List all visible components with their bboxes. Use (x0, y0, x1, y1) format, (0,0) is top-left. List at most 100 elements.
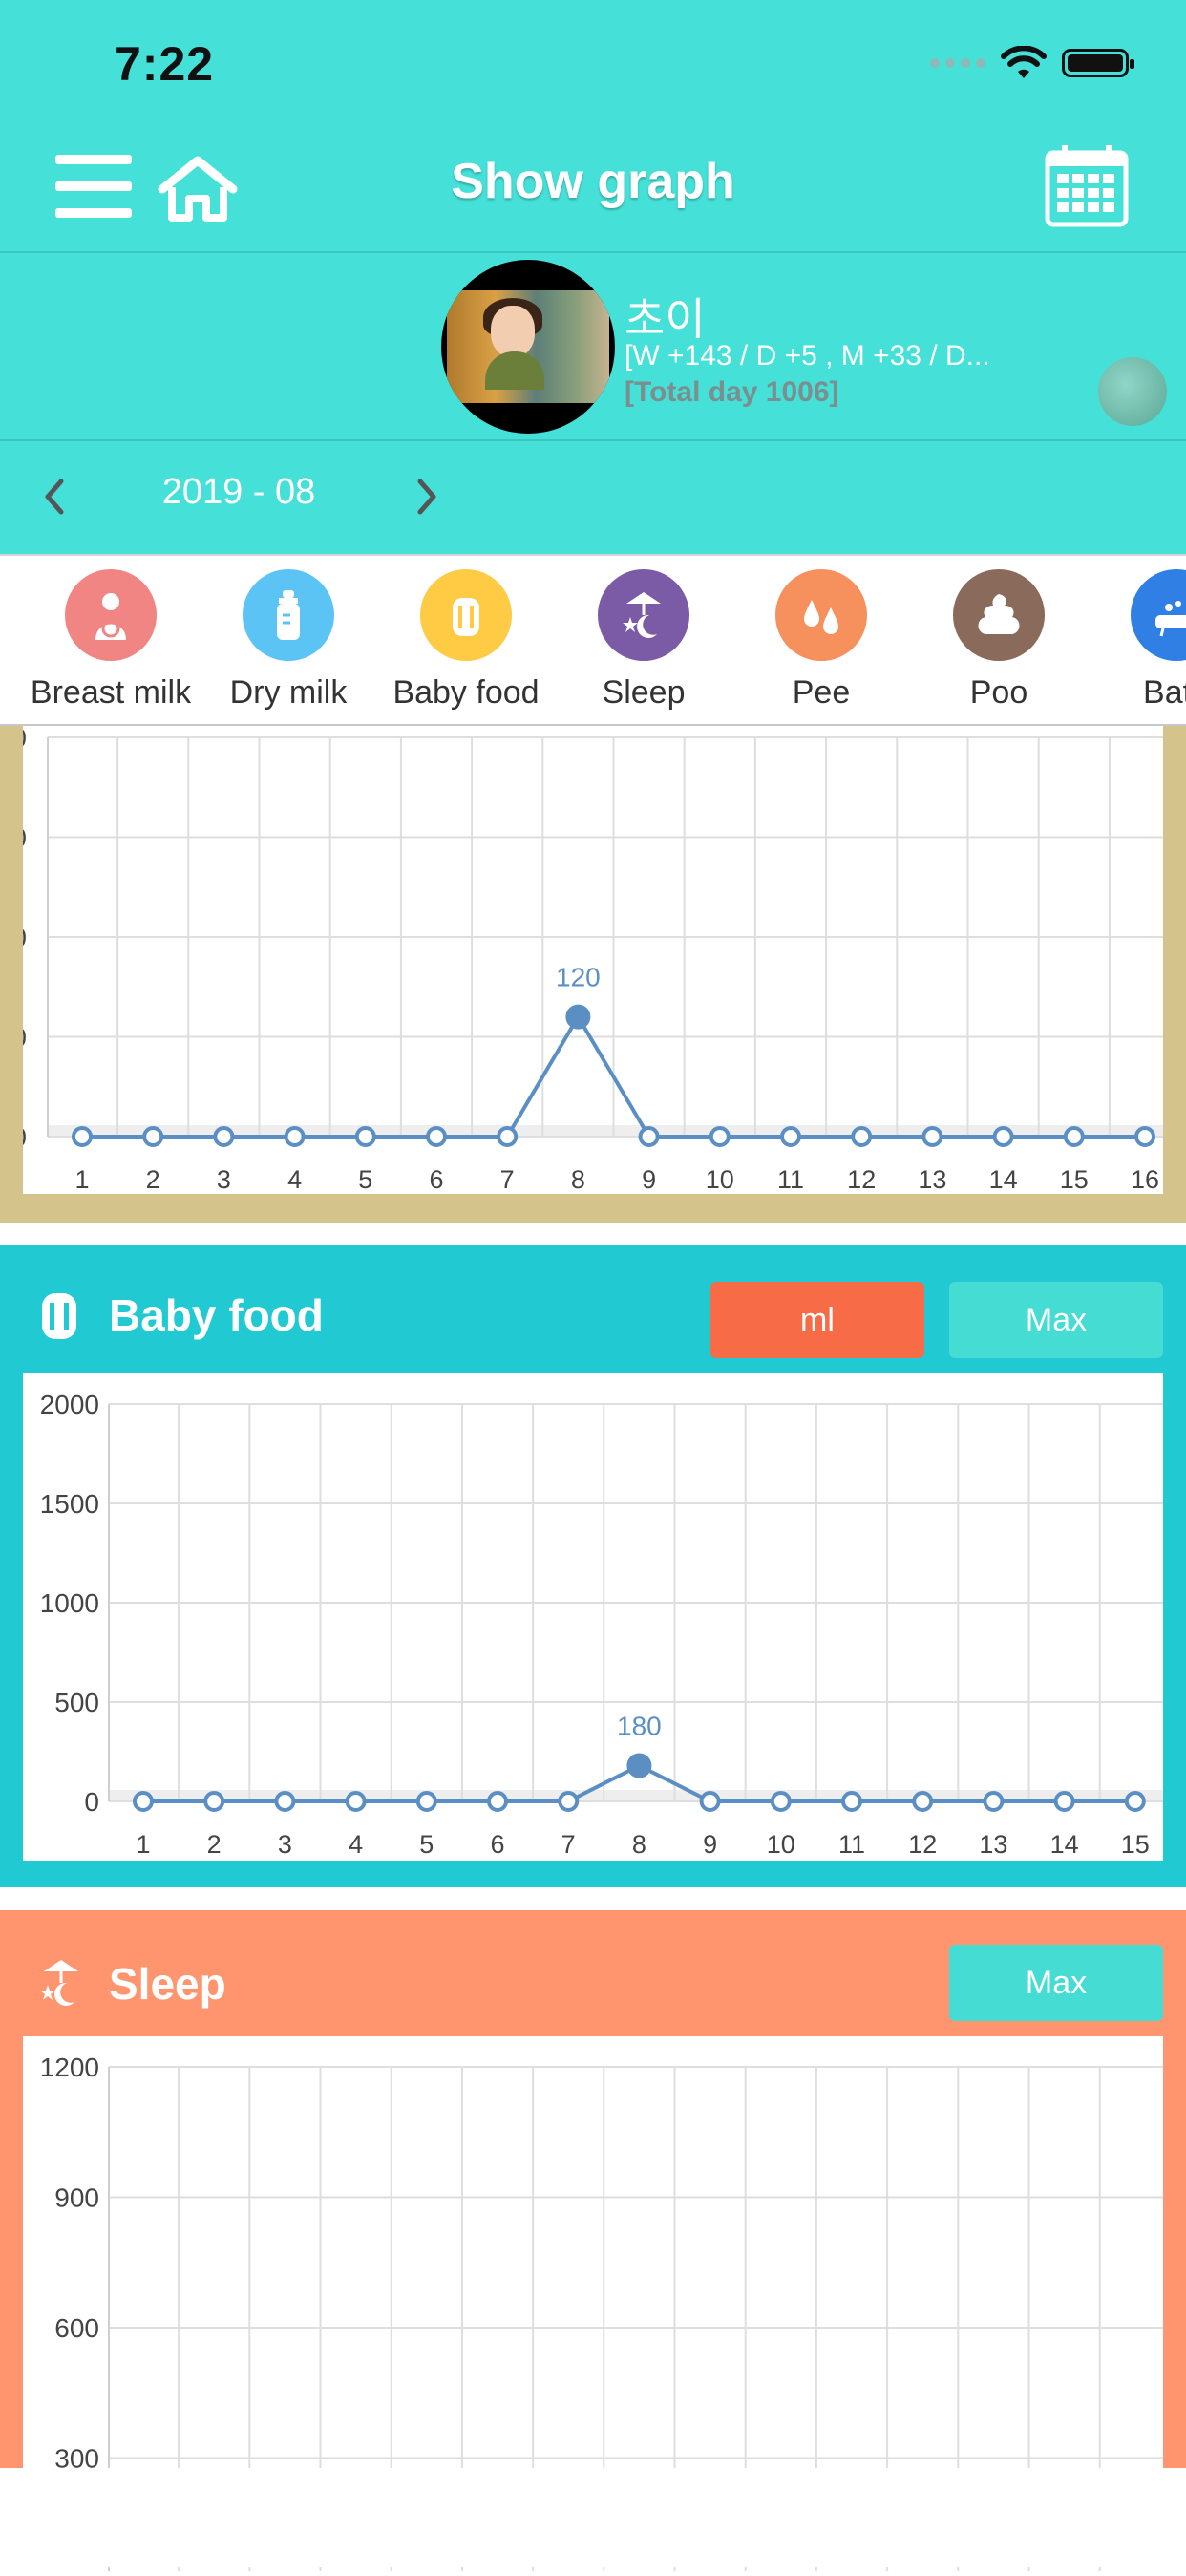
x-tick-label: 2 (207, 1830, 222, 1859)
data-point (133, 1791, 154, 1812)
x-tick-label: 9 (642, 1165, 656, 1194)
y-tick-label: 1500 (40, 1489, 99, 1519)
baby-food-section-icon (42, 1293, 76, 1339)
data-point (709, 1126, 731, 1147)
y-tick-label-clipped: 0 (23, 1122, 27, 1152)
data-point (626, 1753, 652, 1778)
x-tick-label: 15 (1121, 1830, 1150, 1859)
sleep-max-button[interactable]: Max (949, 1945, 1163, 2021)
data-point (497, 1126, 519, 1147)
baby-food-icon (420, 569, 512, 661)
data-point (284, 1126, 306, 1147)
x-tick-label: 6 (490, 1830, 504, 1859)
x-tick-label: 5 (358, 1165, 372, 1194)
x-tick-label: 6 (429, 1165, 443, 1194)
x-tick-label: 13 (918, 1165, 946, 1194)
baby-food-chart: 2000 1500 1000 500 0 180 1 2 3 4 5 6 7 8 9 10 11 12 13 14 15 (23, 1373, 1163, 1861)
data-point (354, 1126, 376, 1147)
baby-food-max-button[interactable]: Max (949, 1282, 1163, 1358)
bathtub-icon (1131, 569, 1186, 661)
page-title: Show graph (451, 154, 735, 209)
x-tick-label: 10 (767, 1830, 795, 1859)
data-point (213, 1126, 235, 1147)
x-tick-label: 7 (500, 1165, 515, 1194)
sleep-mobile-icon (598, 569, 689, 661)
data-label: 180 (617, 1712, 662, 1741)
y-tick-label-clipped: 0 (23, 823, 27, 853)
chevron-right-icon[interactable] (414, 476, 439, 518)
series-line (82, 1014, 1145, 1139)
y-tick-label: 0 (84, 1787, 99, 1817)
data-point (426, 1126, 447, 1147)
data-point (72, 1126, 93, 1147)
data-point (203, 1791, 225, 1812)
data-point (770, 1791, 792, 1812)
x-tick-label: 14 (1050, 1830, 1079, 1859)
y-tick-label: 600 (54, 2313, 99, 2343)
drops-icon (775, 569, 867, 661)
baby-food-title: Baby food (109, 1290, 324, 1340)
y-tick-label: 2000 (40, 1390, 99, 1419)
x-tick-label: 13 (979, 1830, 1007, 1859)
data-point (274, 1791, 296, 1812)
x-tick-label: 8 (571, 1165, 585, 1194)
menu-icon[interactable] (55, 155, 132, 218)
x-tick-label: 2 (146, 1165, 160, 1194)
x-tick-label: 11 (838, 1830, 865, 1859)
calendar-icon[interactable] (1045, 145, 1129, 227)
category-poo[interactable]: Poo (913, 569, 1085, 712)
category-strip: Breast milk Dry milk Baby food Sleep Pee… (0, 554, 1186, 726)
profile-name: 초이 (625, 293, 706, 345)
data-point (415, 1791, 437, 1812)
signal-dots-icon (930, 58, 985, 68)
x-tick-label: 14 (989, 1165, 1018, 1194)
y-tick-label: 500 (54, 1688, 99, 1717)
profile-divider (0, 439, 1186, 441)
wifi-icon (1001, 46, 1047, 78)
data-point (851, 1126, 873, 1147)
home-icon[interactable] (157, 155, 239, 222)
x-tick-label: 5 (419, 1830, 434, 1859)
data-point (983, 1791, 1005, 1812)
data-point (1124, 1791, 1146, 1812)
data-point (841, 1791, 862, 1812)
category-breast-milk[interactable]: Breast milk (25, 569, 197, 712)
data-label: 120 (556, 963, 601, 992)
chevron-left-icon[interactable] (42, 476, 67, 518)
category-dry-milk[interactable]: Dry milk (202, 569, 374, 712)
x-tick-label: 1 (74, 1165, 89, 1194)
header-background (0, 0, 1186, 554)
data-point (565, 1004, 591, 1030)
profile-badge-icon[interactable] (1098, 357, 1167, 426)
sleep-section-icon (40, 1960, 78, 2006)
battery-icon (1062, 49, 1134, 77)
avatar[interactable] (441, 260, 615, 434)
unit-ml-button[interactable]: ml (710, 1282, 924, 1358)
x-tick-label: 15 (1060, 1165, 1089, 1194)
bottle-icon (243, 569, 334, 661)
profile-info: [W +143 / D +5 , M +33 / D... (625, 340, 990, 372)
x-tick-label: 10 (706, 1165, 734, 1194)
x-tick-label: 3 (217, 1165, 231, 1194)
baseline-band (48, 1125, 1163, 1137)
sleep-title: Sleep (109, 1959, 226, 2009)
y-tick-label-clipped: 0 (23, 923, 27, 952)
data-point (699, 1791, 721, 1812)
y-tick-label: 1000 (40, 1588, 99, 1618)
data-point (558, 1791, 580, 1812)
data-point (487, 1791, 508, 1812)
category-pee[interactable]: Pee (735, 569, 907, 712)
x-tick-label: 7 (561, 1830, 576, 1859)
dry-milk-section: 0000012012345678910111213141516 (0, 723, 1186, 1223)
category-baby-food[interactable]: Baby food (380, 569, 552, 712)
bottom-safe-area (0, 2468, 1186, 2567)
baby-food-section: Baby food ml Max 2000 1500 1000 500 0 180 1 2 3 4… (0, 1245, 1186, 1887)
data-point (1053, 1791, 1075, 1812)
month-label: 2019 - 08 (161, 472, 316, 512)
profile-total-days: [Total day 1006] (625, 376, 839, 408)
x-tick-label: 4 (349, 1830, 363, 1859)
category-bath[interactable]: Bath (1091, 569, 1186, 712)
category-sleep[interactable]: Sleep (558, 569, 730, 712)
x-tick-label: 12 (908, 1830, 937, 1859)
x-tick-label: 3 (278, 1830, 292, 1859)
